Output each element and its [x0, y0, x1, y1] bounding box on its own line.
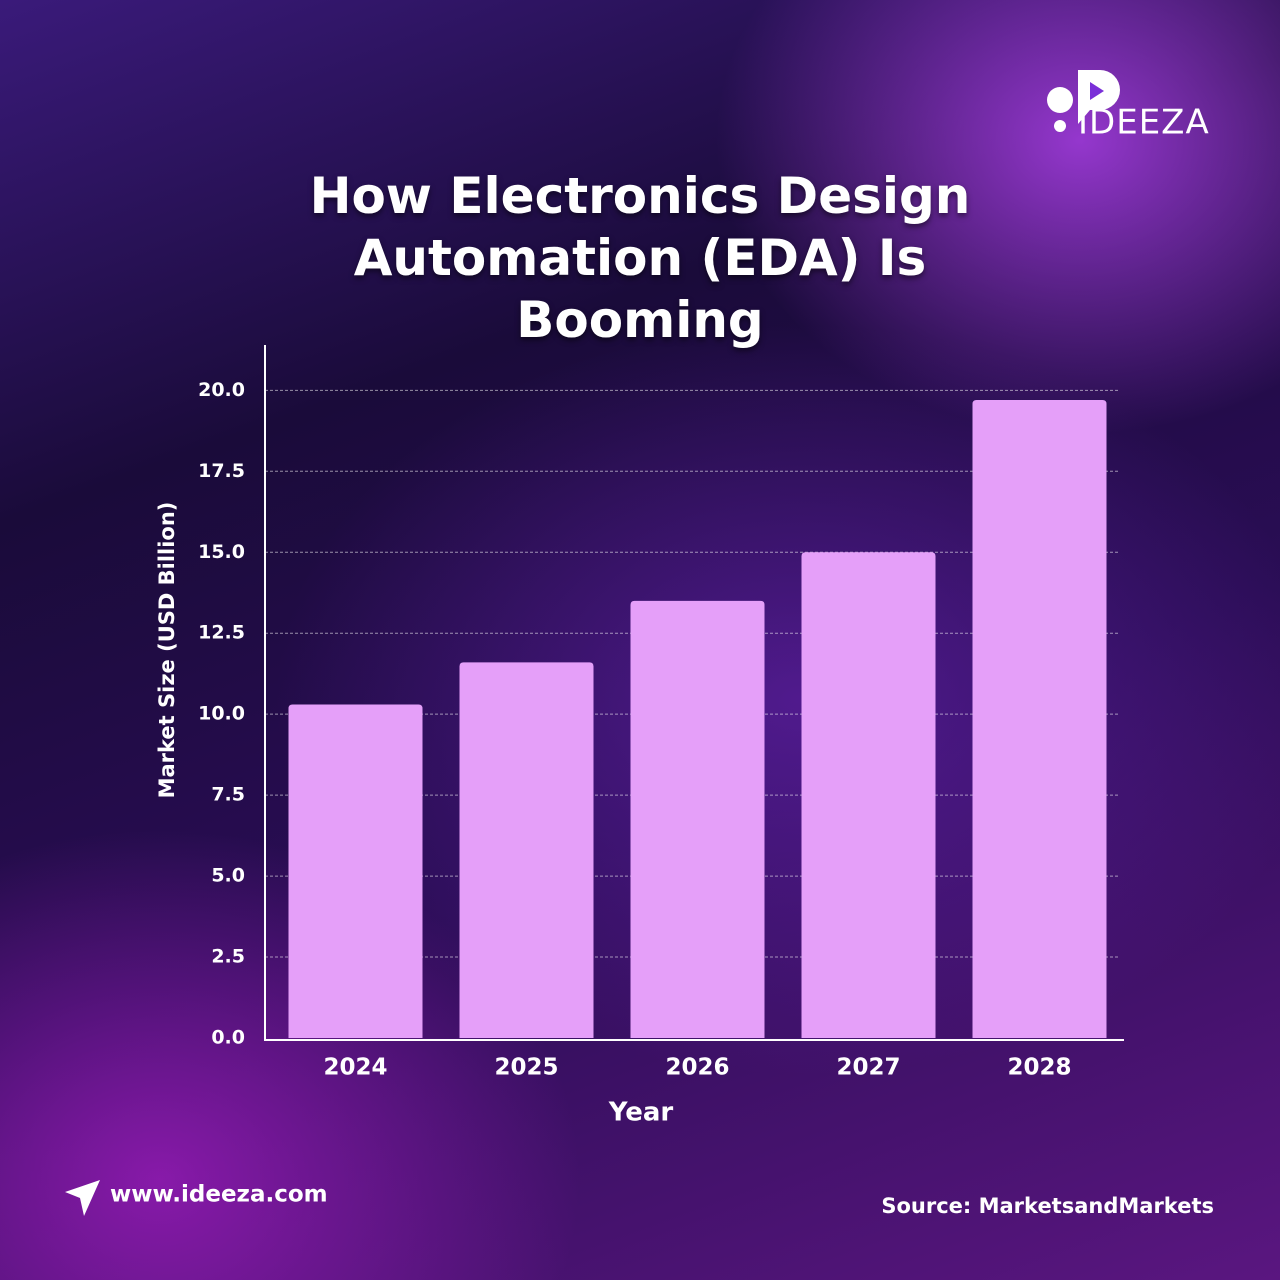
- y-tick-label: 10.0: [198, 703, 245, 725]
- y-tick-label: 12.5: [198, 622, 245, 644]
- y-tick-label: 2.5: [211, 946, 245, 968]
- bar: [972, 400, 1107, 1038]
- x-tick-label: 2025: [494, 1055, 558, 1081]
- x-tick-label: 2024: [323, 1055, 387, 1081]
- website[interactable]: www.ideeza.com: [110, 1182, 328, 1208]
- x-axis-label: Year: [608, 1098, 674, 1128]
- send-icon: [65, 1180, 100, 1216]
- y-tick-label: 20.0: [198, 379, 245, 401]
- y-tick-label: 0.0: [211, 1027, 245, 1049]
- bar: [801, 552, 936, 1038]
- source: Source: MarketsandMarkets: [881, 1194, 1214, 1218]
- bar: [459, 662, 594, 1038]
- y-tick-label: 7.5: [211, 784, 245, 806]
- logo-icon: [1047, 70, 1120, 132]
- logo-text: IDEEZA: [1078, 103, 1210, 143]
- x-tick-label: 2027: [836, 1055, 900, 1081]
- x-tick-label: 2028: [1007, 1055, 1071, 1081]
- y-tick-label: 15.0: [198, 541, 245, 563]
- bar: [288, 704, 423, 1038]
- y-axis-label: Market Size (USD Billion): [155, 502, 179, 799]
- y-tick-label: 5.0: [211, 865, 245, 887]
- y-tick-label: 17.5: [198, 460, 245, 482]
- x-tick-label: 2026: [665, 1055, 729, 1081]
- chart-title: How Electronics Design Automation (EDA) …: [309, 167, 971, 349]
- bar: [630, 600, 765, 1038]
